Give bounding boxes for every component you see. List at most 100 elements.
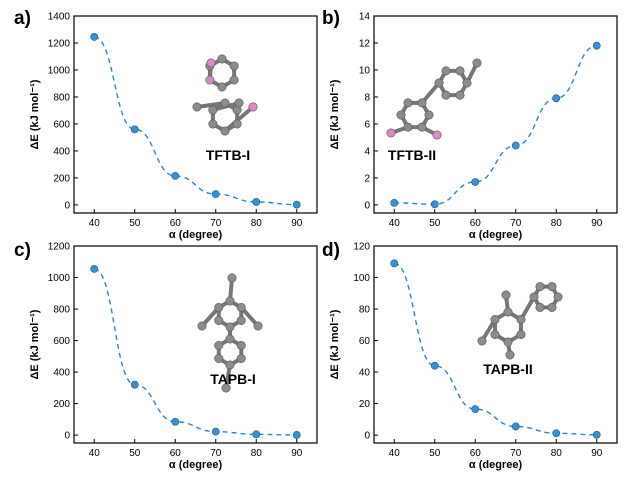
- molecule-atom: [236, 315, 246, 325]
- molecule-atom: [535, 302, 545, 312]
- y-axis-label: ΔE (kJ mol⁻¹): [329, 79, 341, 149]
- molecule-atom: [403, 98, 413, 108]
- x-tick-label: 70: [510, 448, 522, 459]
- y-tick-label: 200: [53, 399, 70, 410]
- x-tick-label: 80: [551, 218, 563, 229]
- molecule-atom: [455, 90, 465, 100]
- molecule-atom: [214, 315, 224, 325]
- molecule-structure: [477, 282, 563, 360]
- molecule-atom: [441, 90, 451, 100]
- data-point: [130, 125, 139, 134]
- x-tick-label: 80: [551, 448, 563, 459]
- molecule-atom: [197, 321, 207, 331]
- molecule-atom: [396, 110, 406, 120]
- x-tick-label: 60: [470, 218, 482, 229]
- x-tick-label: 70: [210, 218, 222, 229]
- y-tick-label: 14: [359, 12, 371, 23]
- fit-curve: [94, 268, 297, 436]
- molecule-atom: [214, 340, 224, 350]
- molecule-bond: [195, 101, 227, 109]
- plot-frame: [73, 245, 318, 444]
- molecule-heteroatom: [205, 75, 215, 85]
- x-tick-label: 40: [89, 218, 101, 229]
- molecule-label: TAPB-II: [483, 361, 533, 377]
- y-tick-label: 4: [364, 146, 370, 157]
- y-tick-label: 800: [53, 305, 70, 316]
- molecule-heteroatom: [432, 130, 442, 140]
- y-tick-label: 80: [359, 305, 371, 316]
- plot-frame: [373, 15, 618, 214]
- x-tick-label: 50: [429, 218, 441, 229]
- y-tick-label: 0: [64, 431, 70, 442]
- x-tick-label: 50: [129, 448, 141, 459]
- y-tick-label: 600: [53, 119, 70, 130]
- fit-curve: [94, 36, 297, 206]
- data-point: [90, 33, 99, 41]
- y-axis-label: ΔE (kJ mol⁻¹): [29, 79, 41, 149]
- data-point: [471, 405, 480, 414]
- y-tick-label: 40: [359, 368, 371, 379]
- molecule-atom: [236, 353, 246, 363]
- x-tick-label: 90: [591, 218, 603, 229]
- x-tick-label: 60: [170, 218, 182, 229]
- plot-frame: [73, 15, 318, 214]
- x-tick-label: 80: [251, 218, 263, 229]
- molecule-label: TFTB-I: [206, 147, 250, 163]
- y-tick-label: 6: [364, 119, 370, 130]
- data-point: [390, 198, 399, 207]
- panel-label: a): [14, 8, 31, 29]
- fit-curve: [394, 262, 597, 436]
- molecule-atom: [441, 66, 451, 76]
- x-tick-label: 40: [89, 448, 101, 459]
- data-point: [471, 178, 480, 186]
- data-point: [511, 422, 520, 431]
- molecule-atom: [424, 110, 434, 120]
- data-point: [130, 380, 139, 389]
- data-point: [511, 141, 520, 150]
- molecule-atom: [221, 383, 231, 393]
- molecule-atom: [225, 322, 235, 332]
- panel-label: d): [322, 240, 340, 261]
- y-tick-label: 1200: [48, 242, 71, 253]
- x-tick-label: 70: [210, 448, 222, 459]
- molecule-atom: [477, 336, 487, 346]
- molecule-label: TAPB-I: [210, 371, 256, 387]
- y-tick-label: 1200: [48, 38, 71, 49]
- data-point: [552, 429, 561, 438]
- molecule-atom: [472, 58, 482, 68]
- x-tick-label: 80: [251, 448, 263, 459]
- molecule-atom: [434, 78, 444, 88]
- y-tick-label: 400: [53, 368, 70, 379]
- molecule-atom: [516, 329, 526, 339]
- data-point: [252, 430, 261, 439]
- data-point: [211, 427, 220, 436]
- panel-label: b): [322, 8, 340, 29]
- x-axis-label: α (degree): [169, 459, 223, 471]
- y-tick-label: 2: [364, 173, 370, 184]
- y-tick-label: 0: [364, 200, 370, 211]
- molecule-atom: [232, 119, 242, 129]
- y-axis-label: ΔE (kJ mol⁻¹): [329, 309, 341, 379]
- molecule-atom: [220, 98, 230, 108]
- x-tick-label: 50: [129, 218, 141, 229]
- data-point: [292, 200, 301, 209]
- molecule-atom: [529, 292, 539, 302]
- data-point: [592, 430, 601, 439]
- molecule-atom: [516, 314, 526, 324]
- data-point: [252, 198, 261, 206]
- x-tick-label: 50: [429, 448, 441, 459]
- molecule-atom: [234, 98, 244, 108]
- x-tick-label: 70: [510, 218, 522, 229]
- y-tick-label: 1400: [48, 12, 71, 23]
- chart-panel-c: 40 50 60 70 80 90 0 200 400 600 800 1000 1200 α (degr…: [14, 240, 318, 471]
- molecule-heteroatom: [248, 102, 258, 112]
- molecule-atom: [225, 296, 235, 306]
- y-tick-label: 800: [53, 92, 70, 103]
- molecule-atom: [503, 337, 513, 347]
- molecule-structure: [386, 58, 482, 140]
- molecule-structure: [197, 273, 263, 393]
- molecule-atom: [455, 66, 465, 76]
- x-axis-label: α (degree): [469, 229, 523, 241]
- molecule-heteroatom: [386, 128, 396, 138]
